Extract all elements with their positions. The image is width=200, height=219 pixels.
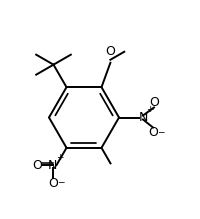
Text: N: N xyxy=(138,111,148,124)
Text: O: O xyxy=(48,177,58,190)
Text: +: + xyxy=(56,152,64,162)
Text: +: + xyxy=(146,105,154,114)
Text: O: O xyxy=(33,159,42,172)
Text: N: N xyxy=(48,159,58,172)
Text: O: O xyxy=(148,126,158,139)
Text: −: − xyxy=(157,127,164,136)
Text: O: O xyxy=(149,96,159,109)
Text: −: − xyxy=(57,178,64,187)
Text: O: O xyxy=(105,45,115,58)
